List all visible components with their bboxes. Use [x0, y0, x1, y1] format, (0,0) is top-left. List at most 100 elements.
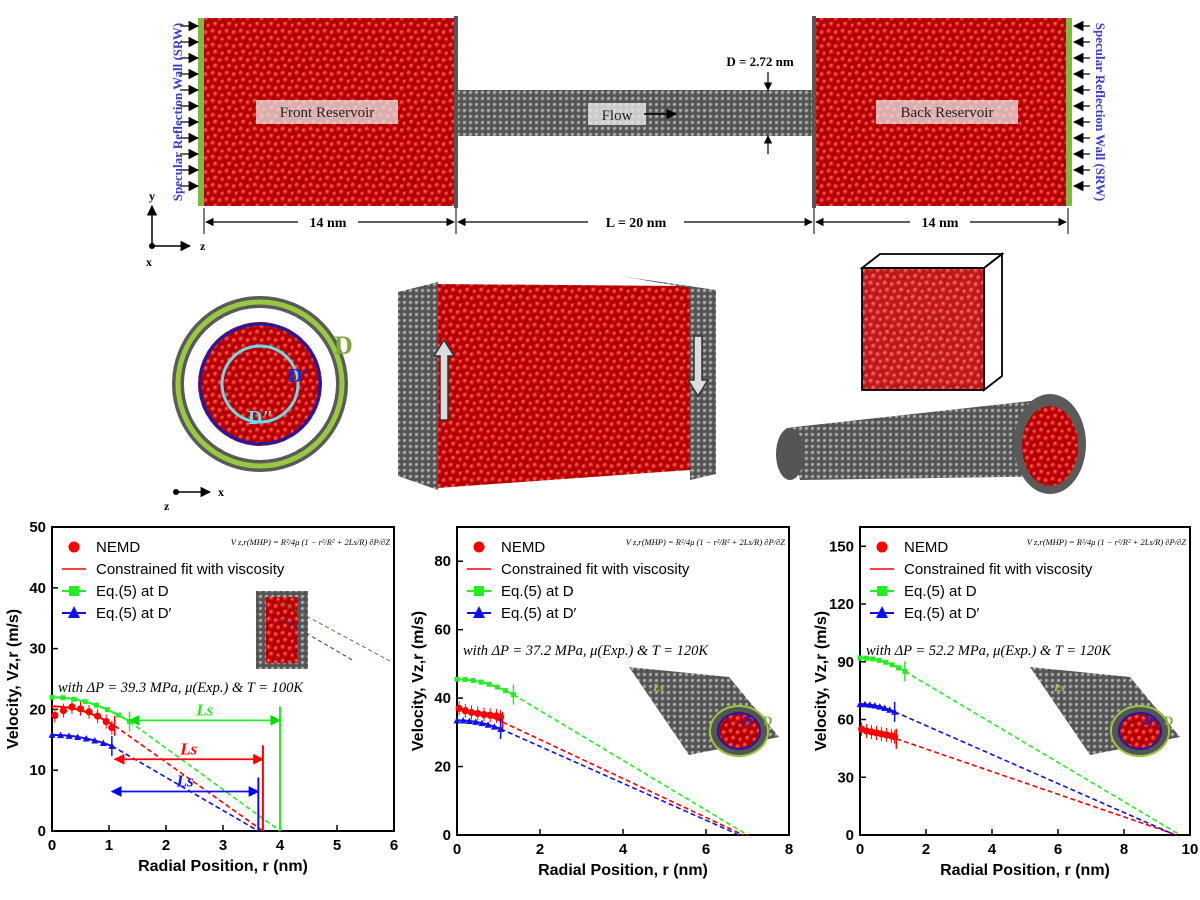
series-marker [472, 718, 480, 725]
d-circle [175, 299, 345, 469]
legend: NEMD Constrained fit with viscosity Eq.(5)… [467, 539, 690, 622]
series-marker [65, 732, 73, 739]
series-extrapolation [114, 725, 264, 832]
x-tick-label: 4 [988, 841, 997, 858]
legend-marker [876, 606, 888, 618]
series-marker [470, 678, 476, 684]
inset-d-label: D [763, 713, 772, 728]
x-axis-label: Radial Position, r (nm) [538, 862, 708, 879]
legend-label: Eq.(5) at D′ [501, 605, 577, 622]
x-tick-label: 4 [619, 841, 628, 858]
series-marker [104, 707, 110, 713]
tube-body [786, 400, 1074, 480]
tube-3d [776, 394, 1086, 494]
series-marker [866, 701, 874, 708]
right-srw-wall [1066, 18, 1072, 206]
inset-dp-label: D′ [1144, 713, 1157, 728]
legend-label: Constrained fit with viscosity [501, 561, 690, 578]
y-tick-label: 80 [434, 553, 451, 570]
series-marker [881, 704, 889, 712]
x-tick-label: 6 [1054, 841, 1062, 858]
legend-marker [473, 541, 485, 553]
y-tick-label: 60 [837, 712, 854, 729]
x-tick-label: 0 [856, 841, 864, 858]
flow-label: Flow [602, 108, 633, 124]
y-tick-label: 40 [29, 580, 46, 597]
left-srw-wall [198, 18, 204, 206]
series-marker [486, 681, 492, 687]
svg-text:z: z [164, 499, 170, 513]
svg-text:x: x [218, 485, 224, 499]
legend-marker [68, 541, 80, 553]
series-marker [857, 655, 863, 661]
series-marker [478, 719, 486, 727]
inset-ls-label: Ls [652, 682, 664, 694]
chart-panel-3: 0 2 4 6 8 10 0 30 60 90 120 150 Radial Position, r (… [813, 526, 1198, 879]
right-wall-arrows [1072, 20, 1090, 192]
series-marker [856, 700, 864, 708]
legend-label: Eq.(5) at D [904, 583, 977, 600]
dim-mid-bg [588, 213, 684, 231]
y-axis-label: Velocity, Vz,r (m/s) [813, 611, 830, 751]
y-tick-label: 0 [443, 827, 451, 844]
y-axis-label: Velocity, Vz,r (m/s) [410, 611, 427, 751]
inset-fluid [266, 597, 298, 663]
shear-arrow-down [686, 335, 710, 398]
inset-d-ring [709, 705, 769, 757]
series-extrapolation [896, 737, 1178, 836]
shear-fluid [438, 284, 690, 488]
series-curve [457, 709, 504, 723]
series-marker [502, 688, 508, 694]
series-curve [51, 705, 116, 727]
series-marker [57, 731, 65, 739]
back-reservoir-label: Back Reservoir [901, 105, 994, 121]
series-marker [465, 717, 473, 725]
series-marker [459, 717, 467, 724]
dp-circle [198, 322, 322, 446]
y-tick-label: 120 [829, 596, 854, 613]
series-marker [108, 742, 116, 749]
flow-label-box [588, 103, 646, 125]
legend-marker [68, 606, 80, 618]
series-marker [74, 733, 82, 740]
series-marker [497, 725, 505, 732]
series-marker [478, 679, 484, 685]
y-tick-label: 30 [29, 641, 46, 658]
y-tick-label: 20 [434, 759, 451, 776]
series-marker [82, 699, 88, 705]
inset-dp-label: D′ [743, 713, 756, 728]
back-graphene-wall [812, 16, 816, 208]
plot-frame [859, 526, 1191, 836]
fluid-core [198, 322, 322, 446]
series-marker [883, 659, 889, 665]
d-label: D [334, 331, 353, 360]
chart-panel-1: 0 1 2 3 4 5 6 0 10 20 30 40 50 Radial Position, r (nm… [5, 519, 398, 875]
x-tick-label: 2 [922, 841, 930, 858]
equation-label: V z,r(MHP) = R²/4μ (1 − r²/R² + 2Ls/R) ∂… [1027, 537, 1186, 547]
legend-label: Constrained fit with viscosity [904, 561, 1093, 578]
series-marker [93, 702, 99, 708]
dim-left-label: 14 nm [310, 216, 347, 231]
condition-label: with ΔP = 39.3 MPa, μ(Exp.) & T = 100K [58, 680, 304, 696]
dim-mid-label: L = 20 nm [606, 216, 667, 231]
y-tick-label: 0 [38, 823, 46, 840]
y-tick-label: 40 [434, 690, 451, 707]
front-reservoir-label: Front Reservoir [280, 105, 375, 121]
legend: NEMD Constrained fit with viscosity Eq.(5)… [62, 539, 285, 622]
ls-label: Ls [176, 771, 194, 790]
legend-label: Eq.(5) at D′ [96, 605, 172, 622]
left-plate [398, 282, 438, 490]
series-marker [91, 737, 99, 744]
series-marker [49, 694, 55, 700]
legend-marker [474, 586, 484, 596]
x-tick-label: 2 [536, 841, 544, 858]
y-tick-label: 20 [29, 701, 46, 718]
legend-marker [877, 586, 887, 596]
legend-label: NEMD [501, 539, 545, 556]
tube-fluid [1022, 406, 1078, 486]
series-marker [886, 706, 894, 713]
series-marker [863, 655, 869, 661]
y-tick-label: 150 [829, 538, 854, 555]
series-marker [490, 723, 498, 730]
